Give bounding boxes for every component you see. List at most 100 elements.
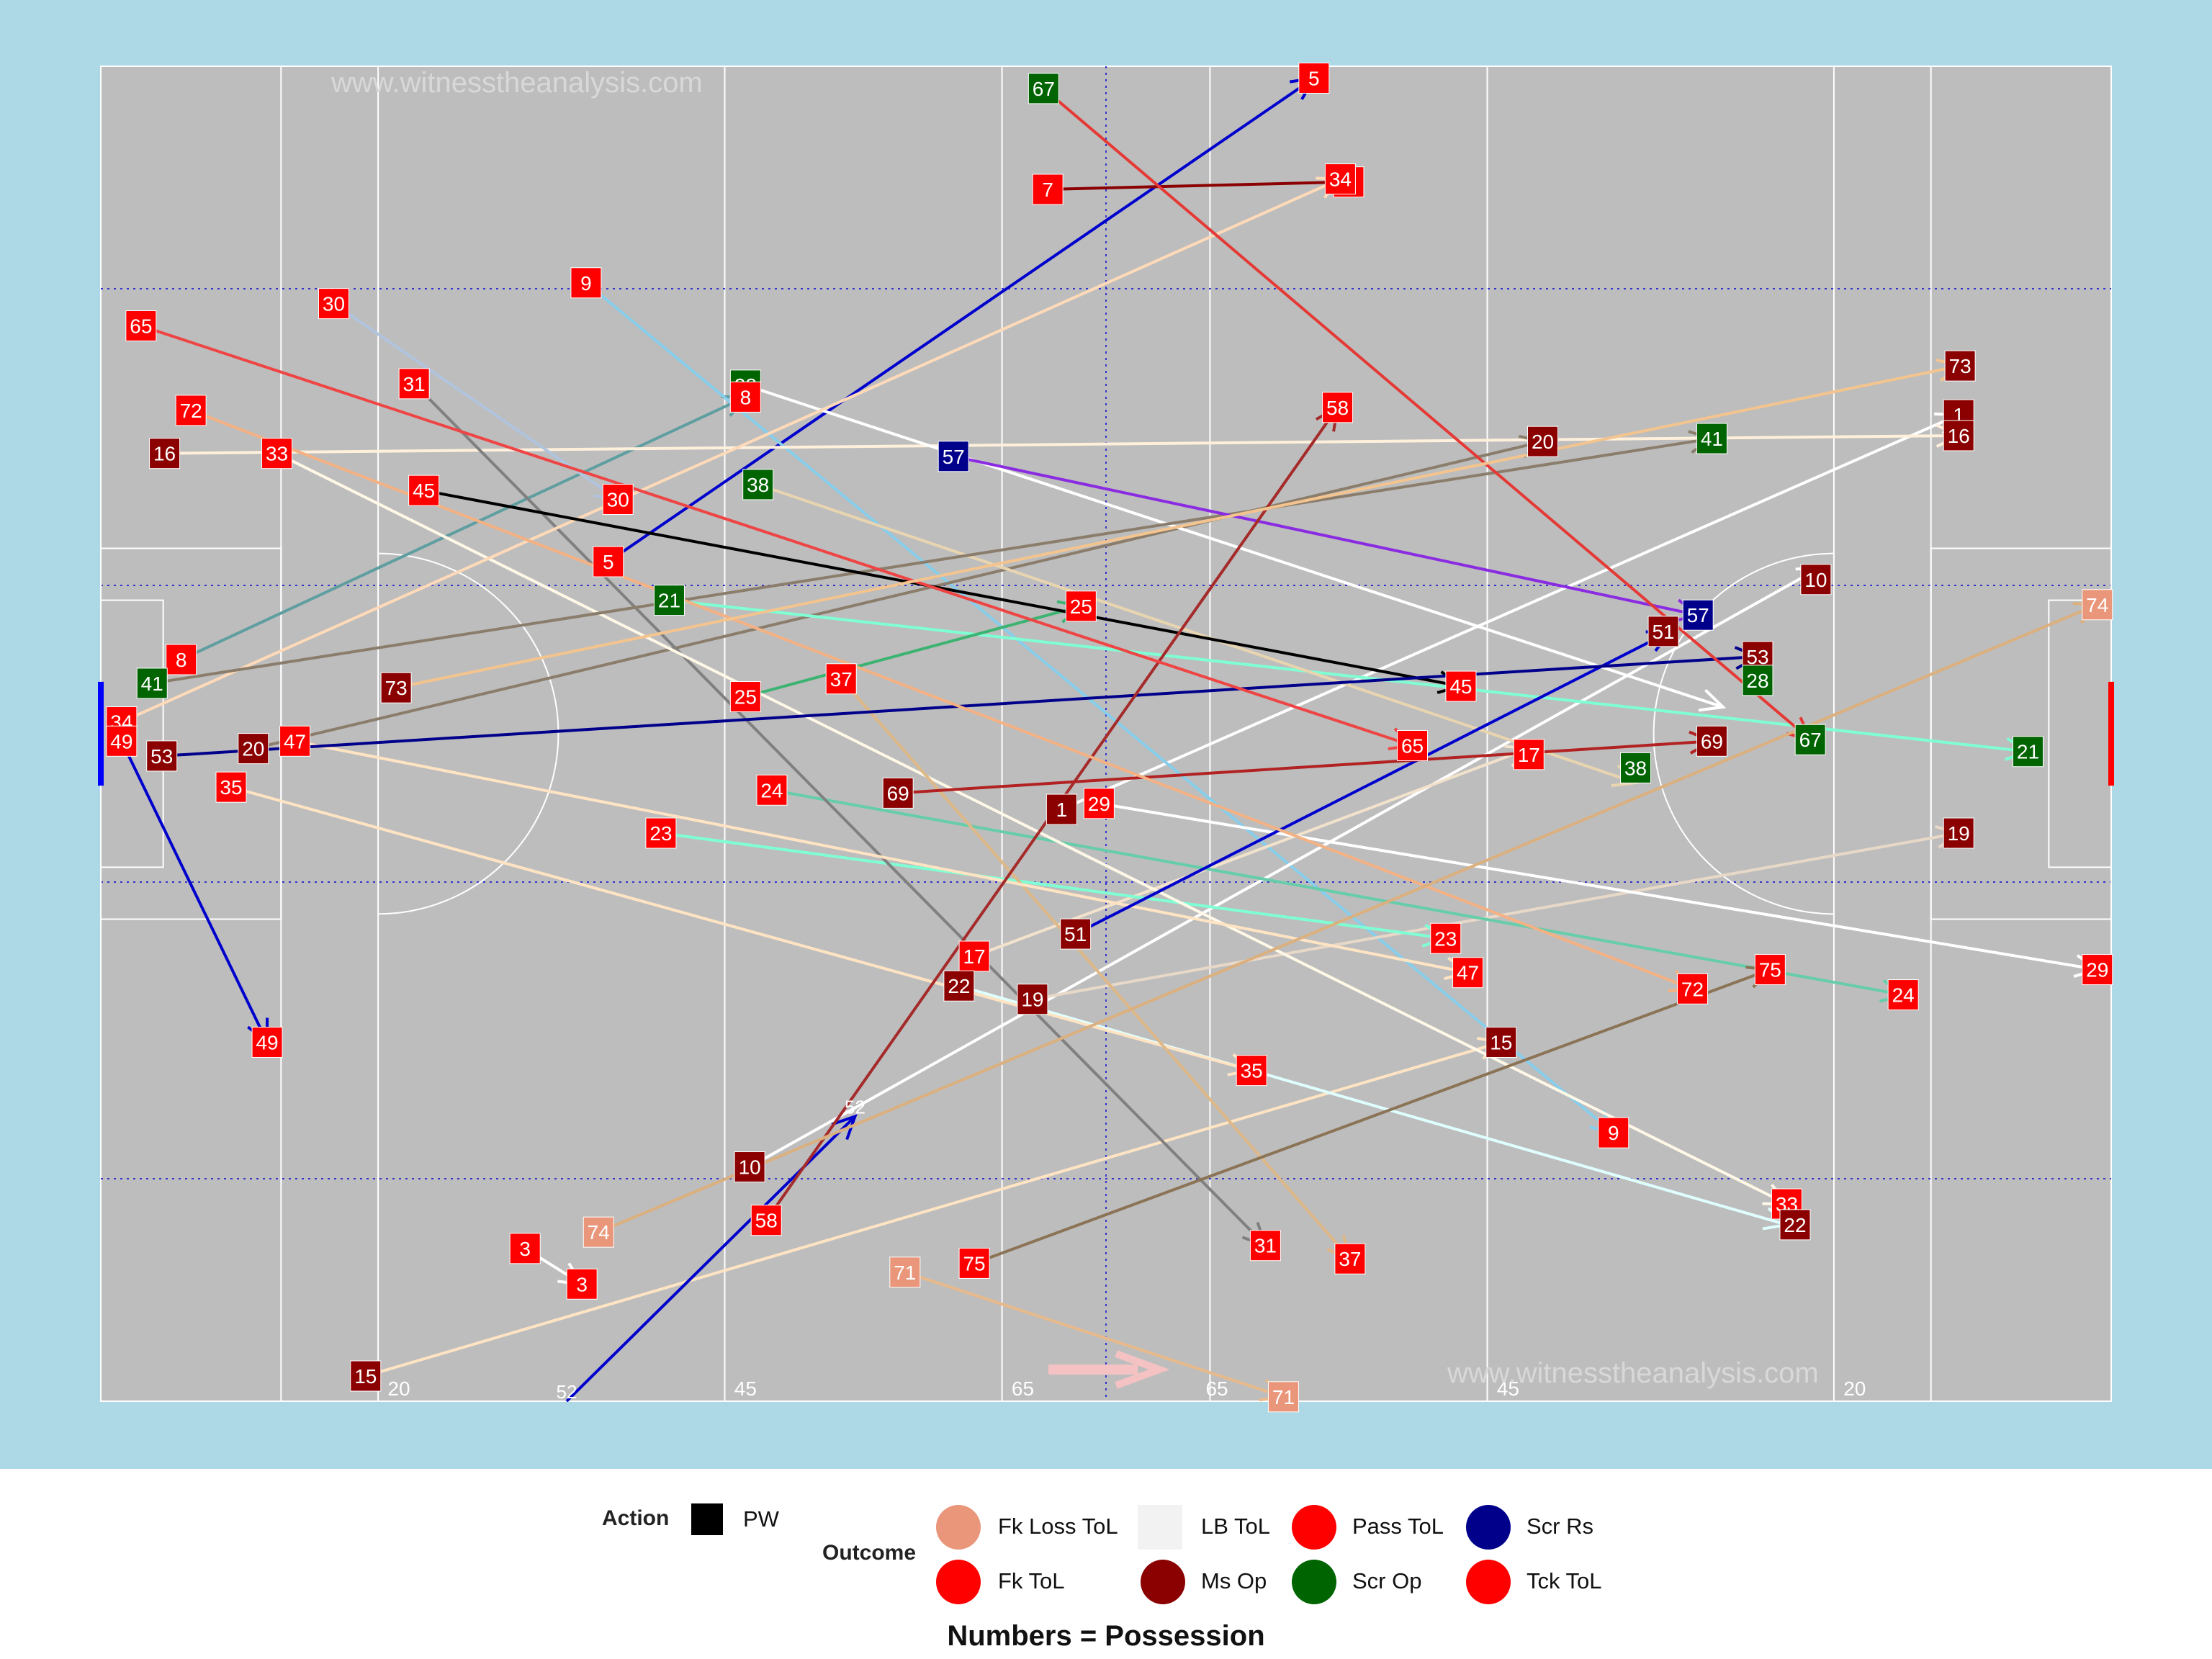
possession-marker [1032, 174, 1064, 205]
possession-marker [1236, 1055, 1267, 1087]
possession-number: 25 [1070, 595, 1092, 618]
legend-pass-tol-swatch [1292, 1505, 1336, 1550]
legend-fk-tol-label: Fk ToL [998, 1568, 1065, 1593]
pass-line [607, 76, 1315, 563]
possession-number: 15 [354, 1365, 377, 1388]
possession-marker [734, 1151, 765, 1183]
pass-line [253, 440, 1544, 750]
possession-number: 38 [1624, 757, 1647, 779]
possession-marker [1445, 670, 1477, 702]
pass-line [423, 489, 1462, 688]
possession-number: 5 [603, 551, 614, 573]
pass-line [598, 603, 2098, 1234]
possession-marker [1397, 729, 1429, 761]
pass-line [745, 604, 1082, 698]
legend-pass-tol-label: Pass ToL [1352, 1514, 1444, 1539]
possession-number: 20 [242, 738, 264, 760]
pass-arrowhead [831, 1114, 858, 1141]
possession-marker [1065, 590, 1097, 622]
possession-marker [166, 644, 197, 675]
possession-number: 25 [734, 686, 757, 709]
possession-number: 5 [1308, 67, 1320, 89]
possession-marker [1943, 420, 1974, 451]
possession-number: 67 [1799, 729, 1822, 751]
possession-marker [1060, 918, 1092, 950]
pass-line [660, 832, 1447, 940]
possession-marker [2012, 736, 2044, 768]
possession-number: 45 [413, 480, 435, 502]
legend-ms-op-swatch [1141, 1560, 1185, 1604]
possession-marker [1943, 817, 1974, 849]
possession-number: 29 [2086, 959, 2108, 981]
possession-number: 73 [385, 677, 408, 699]
possession-number: 23 [1434, 927, 1457, 950]
arc-right [1653, 552, 1834, 915]
yard-label: 65 [1012, 1377, 1034, 1400]
possession-marker [106, 725, 138, 757]
possession-marker [1754, 954, 1786, 986]
possession-marker [742, 469, 774, 500]
possession-number: 8 [740, 386, 752, 408]
possession-marker [750, 1205, 782, 1236]
possession-number: 69 [1701, 730, 1723, 752]
possession-number: 35 [220, 776, 242, 799]
possession-number: 21 [658, 590, 680, 612]
possession-number: 23 [649, 822, 672, 845]
possession-marker [958, 1247, 990, 1279]
possession-marker [1267, 1381, 1299, 1413]
possession-marker [350, 1360, 382, 1392]
possession-number: 65 [130, 315, 152, 338]
pass-line [840, 678, 1352, 1260]
possession-number: 58 [1326, 397, 1349, 419]
legend-pw-swatch [691, 1503, 723, 1535]
possession-marker [1083, 788, 1115, 819]
pass-line [749, 566, 1821, 1169]
possession-number: 3 [519, 1238, 531, 1260]
possession-number: 16 [1948, 425, 1970, 447]
possession-number: 38 [747, 474, 769, 496]
possession-number: 15 [1490, 1031, 1512, 1053]
possession-marker [1513, 739, 1545, 770]
possession-number: 57 [1687, 604, 1709, 626]
possession-number: 52 [557, 1381, 577, 1403]
legend-ms-op-label: Ms Op [1201, 1568, 1267, 1593]
possession-number: 47 [284, 730, 306, 752]
possession-marker [251, 1026, 283, 1058]
yard-label: 20 [387, 1377, 410, 1400]
possession-marker [146, 740, 178, 772]
possession-marker [1485, 1026, 1517, 1058]
possession-number: 31 [1254, 1235, 1277, 1257]
possession-marker [1028, 73, 1059, 104]
pass-line [121, 177, 1341, 724]
pass-line [1032, 832, 1959, 1001]
possession-number: 22 [1784, 1214, 1806, 1236]
pass-line [1061, 413, 1959, 811]
pass-arrowhead [1698, 688, 1727, 712]
watermark: www.witnesstheanalysis.com [331, 67, 703, 99]
possession-number: 8 [176, 649, 187, 671]
possession-marker [149, 438, 181, 469]
arc-left [378, 552, 559, 915]
possession-number: 72 [180, 400, 202, 422]
possession-number: 29 [1088, 793, 1110, 815]
possession-marker [215, 771, 247, 803]
possession-marker [593, 546, 624, 577]
pass-line [190, 409, 1694, 991]
possession-number: 47 [1457, 962, 1479, 984]
possession-marker [729, 681, 761, 712]
possession-number: 65 [1401, 734, 1424, 757]
pass-line [120, 740, 269, 1043]
possession-marker [889, 1256, 921, 1288]
possession-marker [1324, 163, 1356, 195]
direction-arrow-head [1115, 1350, 1170, 1389]
possession-marker [1334, 1243, 1366, 1274]
legend-scr-op-swatch [1292, 1560, 1336, 1604]
possession-number: 20 [1532, 431, 1554, 453]
possession-number: 22 [948, 975, 970, 997]
possession-marker [1620, 752, 1652, 783]
legend-fk-loss-swatch [936, 1505, 981, 1550]
possession-number: 57 [943, 446, 965, 468]
pass-line [974, 968, 1771, 1265]
legend-pw-label: PW [743, 1506, 779, 1532]
possession-marker [1527, 426, 1559, 457]
